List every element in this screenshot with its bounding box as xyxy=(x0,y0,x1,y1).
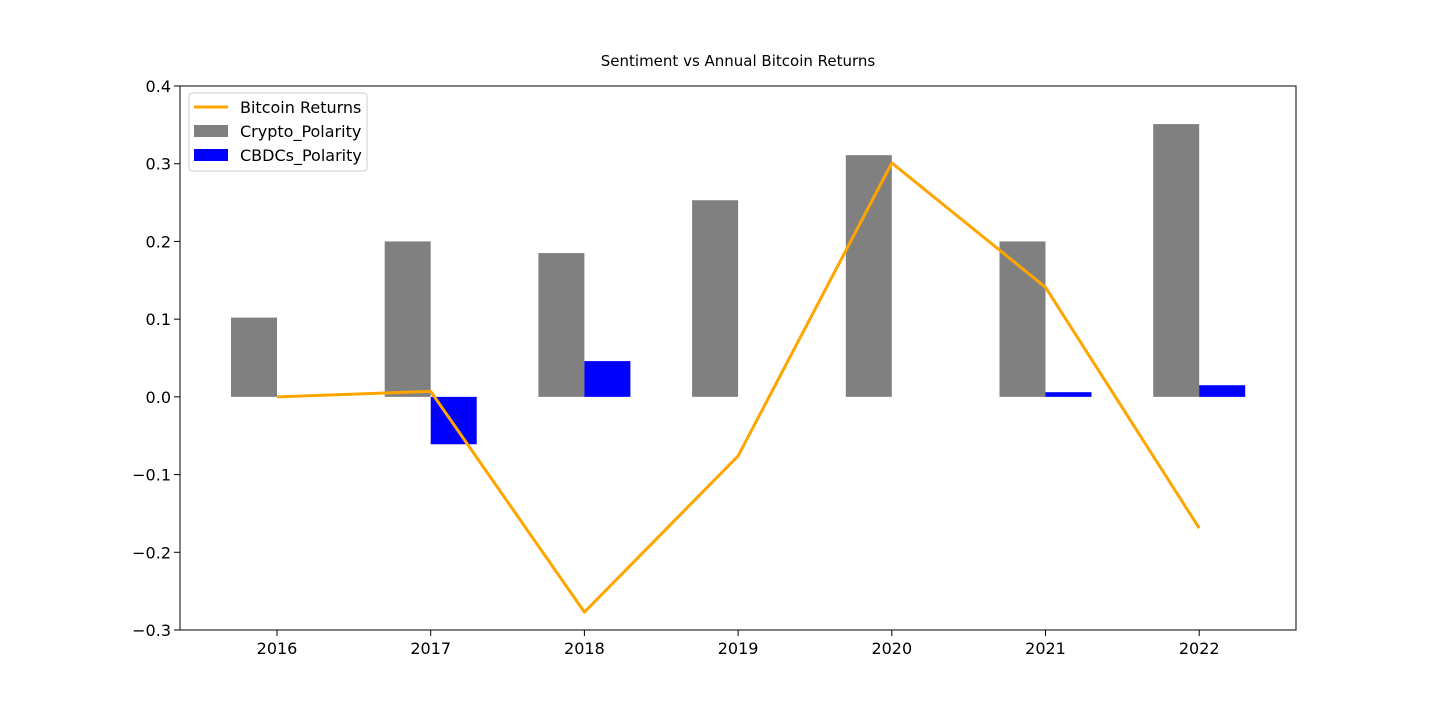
x-tick-label: 2022 xyxy=(1179,639,1220,658)
legend-swatch-crypto-polarity xyxy=(194,125,228,137)
x-tick-label: 2021 xyxy=(1025,639,1066,658)
bar-crypto-polarity-2019 xyxy=(692,200,738,397)
y-tick-label: 0.0 xyxy=(146,388,171,407)
x-axis: 2016 2017 2018 2019 2020 2021 2022 xyxy=(257,630,1220,658)
x-tick-label: 2016 xyxy=(257,639,298,658)
y-tick-label: 0.1 xyxy=(146,310,171,329)
plot-area xyxy=(231,124,1245,612)
bar-crypto-polarity-2022 xyxy=(1153,124,1199,397)
legend-label-bitcoin-returns: Bitcoin Returns xyxy=(240,98,361,117)
bar-cbdcs-polarity-2018 xyxy=(584,361,630,397)
x-tick-label: 2018 xyxy=(564,639,605,658)
legend-label-cbdcs-polarity: CBDCs_Polarity xyxy=(240,146,362,166)
y-axis: −0.3 −0.2 −0.1 0.0 0.1 0.2 0.3 0.4 xyxy=(132,77,180,640)
x-tick-label: 2020 xyxy=(871,639,912,658)
bar-cbdcs-polarity-2017 xyxy=(431,397,477,444)
y-tick-label: 0.3 xyxy=(146,155,171,174)
bar-crypto-polarity-2016 xyxy=(231,318,277,397)
legend: Bitcoin Returns Crypto_Polarity CBDCs_Pola… xyxy=(189,93,367,171)
legend-label-crypto-polarity: Crypto_Polarity xyxy=(240,122,361,142)
bar-cbdcs-polarity-2021 xyxy=(1046,392,1092,397)
y-tick-label: 0.2 xyxy=(146,232,171,251)
y-tick-label: −0.1 xyxy=(132,466,171,485)
x-tick-label: 2019 xyxy=(718,639,759,658)
legend-swatch-cbdcs-polarity xyxy=(194,149,228,161)
bar-crypto-polarity-2017 xyxy=(385,241,431,396)
bar-crypto-polarity-2020 xyxy=(846,155,892,397)
bar-cbdcs-polarity-2022 xyxy=(1199,385,1245,397)
chart-title: Sentiment vs Annual Bitcoin Returns xyxy=(601,52,876,70)
y-tick-label: −0.3 xyxy=(132,621,171,640)
y-tick-label: −0.2 xyxy=(132,543,171,562)
bar-crypto-polarity-2018 xyxy=(538,253,584,397)
bar-crypto-polarity-2021 xyxy=(1000,241,1046,396)
x-tick-label: 2017 xyxy=(410,639,451,658)
y-tick-label: 0.4 xyxy=(146,77,171,96)
